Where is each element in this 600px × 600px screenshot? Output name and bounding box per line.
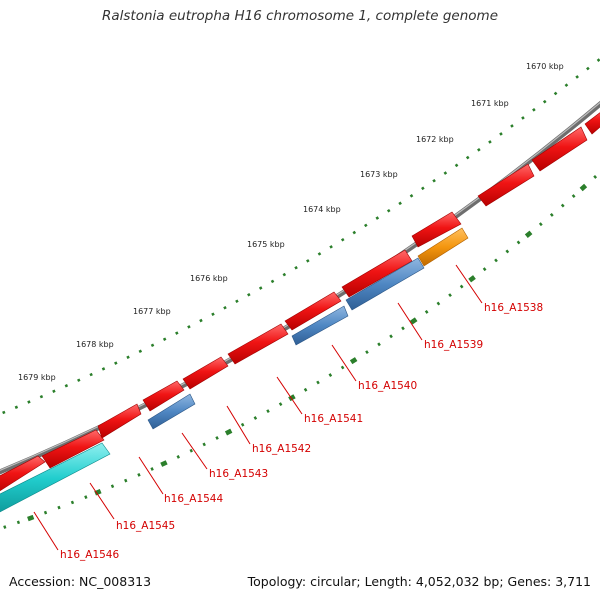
forward-gene[interactable]	[97, 403, 142, 439]
callout-line-h16_A1544	[138, 456, 164, 495]
scale-label-1670: 1670 kbp	[526, 62, 564, 71]
callout-line-h16_A1539	[397, 302, 423, 341]
forward-gene[interactable]	[411, 211, 462, 248]
forward-gene[interactable]	[477, 163, 535, 207]
gene-label-h16_A1542[interactable]: h16_A1542	[252, 443, 311, 455]
forward-strand-genes	[0, 108, 600, 494]
callout-line-h16_A1545	[89, 482, 115, 520]
scale-labels: 1670 kbp 1671 kbp 1672 kbp 1673 kbp 1674…	[18, 62, 564, 382]
gene-label-h16_A1539[interactable]: h16_A1539	[424, 339, 483, 351]
outer-scale-track	[0, 57, 600, 416]
forward-gene[interactable]	[142, 380, 185, 412]
gene-label-group: h16_A1538 h16_A1539 h16_A1540 h16_A1541 …	[60, 302, 543, 561]
callout-line-h16_A1540	[331, 344, 357, 382]
inner-major-ticks	[0, 169, 600, 532]
forward-gene[interactable]	[284, 291, 342, 331]
gene-callouts	[33, 264, 483, 551]
scale-label-1678: 1678 kbp	[76, 340, 114, 349]
forward-gene[interactable]	[531, 126, 588, 172]
gene-label-h16_A1540[interactable]: h16_A1540	[358, 380, 417, 392]
forward-gene[interactable]	[182, 356, 229, 390]
gene-label-h16_A1544[interactable]: h16_A1544	[164, 493, 223, 505]
forward-gene[interactable]	[341, 249, 413, 298]
forward-gene[interactable]	[41, 429, 105, 469]
gene-label-h16_A1546[interactable]: h16_A1546	[60, 549, 119, 561]
forward-gene[interactable]	[0, 455, 46, 494]
reverse-gene-h16_A1540[interactable]	[291, 305, 349, 346]
scale-label-1672: 1672 kbp	[416, 135, 454, 144]
callout-line-h16_A1543	[181, 432, 208, 470]
reverse-gene-h16_A1538[interactable]	[417, 227, 469, 267]
callout-line-h16_A1538	[455, 264, 483, 304]
forward-gene[interactable]	[584, 108, 600, 135]
reverse-gene-h16_A1543[interactable]	[147, 393, 196, 430]
gene-label-h16_A1538[interactable]: h16_A1538	[484, 302, 543, 314]
callout-line-h16_A1542	[226, 405, 251, 445]
genome-backbone-highlight	[0, 101, 600, 471]
scale-label-1675: 1675 kbp	[247, 240, 285, 249]
scale-label-1673: 1673 kbp	[360, 170, 398, 179]
scale-label-1676: 1676 kbp	[190, 274, 228, 283]
accession-text: Accession: NC_008313	[9, 574, 152, 589]
scale-label-1677: 1677 kbp	[133, 307, 171, 316]
callout-line-h16_A1541	[276, 376, 303, 415]
topology-summary: Topology: circular; Length: 4,052,032 bp…	[247, 574, 591, 589]
genome-backbone	[0, 100, 600, 475]
gene-label-h16_A1545[interactable]: h16_A1545	[116, 520, 175, 532]
reverse-gene-h16_A1545[interactable]	[0, 442, 111, 514]
scale-label-1679: 1679 kbp	[18, 373, 56, 382]
reverse-strand-genes	[0, 227, 469, 514]
forward-gene[interactable]	[227, 323, 289, 365]
gene-label-h16_A1543[interactable]: h16_A1543	[209, 468, 268, 480]
callout-line-h16_A1546	[33, 511, 59, 551]
gene-label-h16_A1541[interactable]: h16_A1541	[304, 413, 363, 425]
inner-tick-track	[0, 170, 600, 531]
scale-label-1674: 1674 kbp	[303, 205, 341, 214]
map-title: Ralstonia eutropha H16 chromosome 1, com…	[101, 8, 499, 24]
scale-label-1671: 1671 kbp	[471, 99, 509, 108]
reverse-gene-h16_A1539[interactable]	[345, 257, 425, 311]
